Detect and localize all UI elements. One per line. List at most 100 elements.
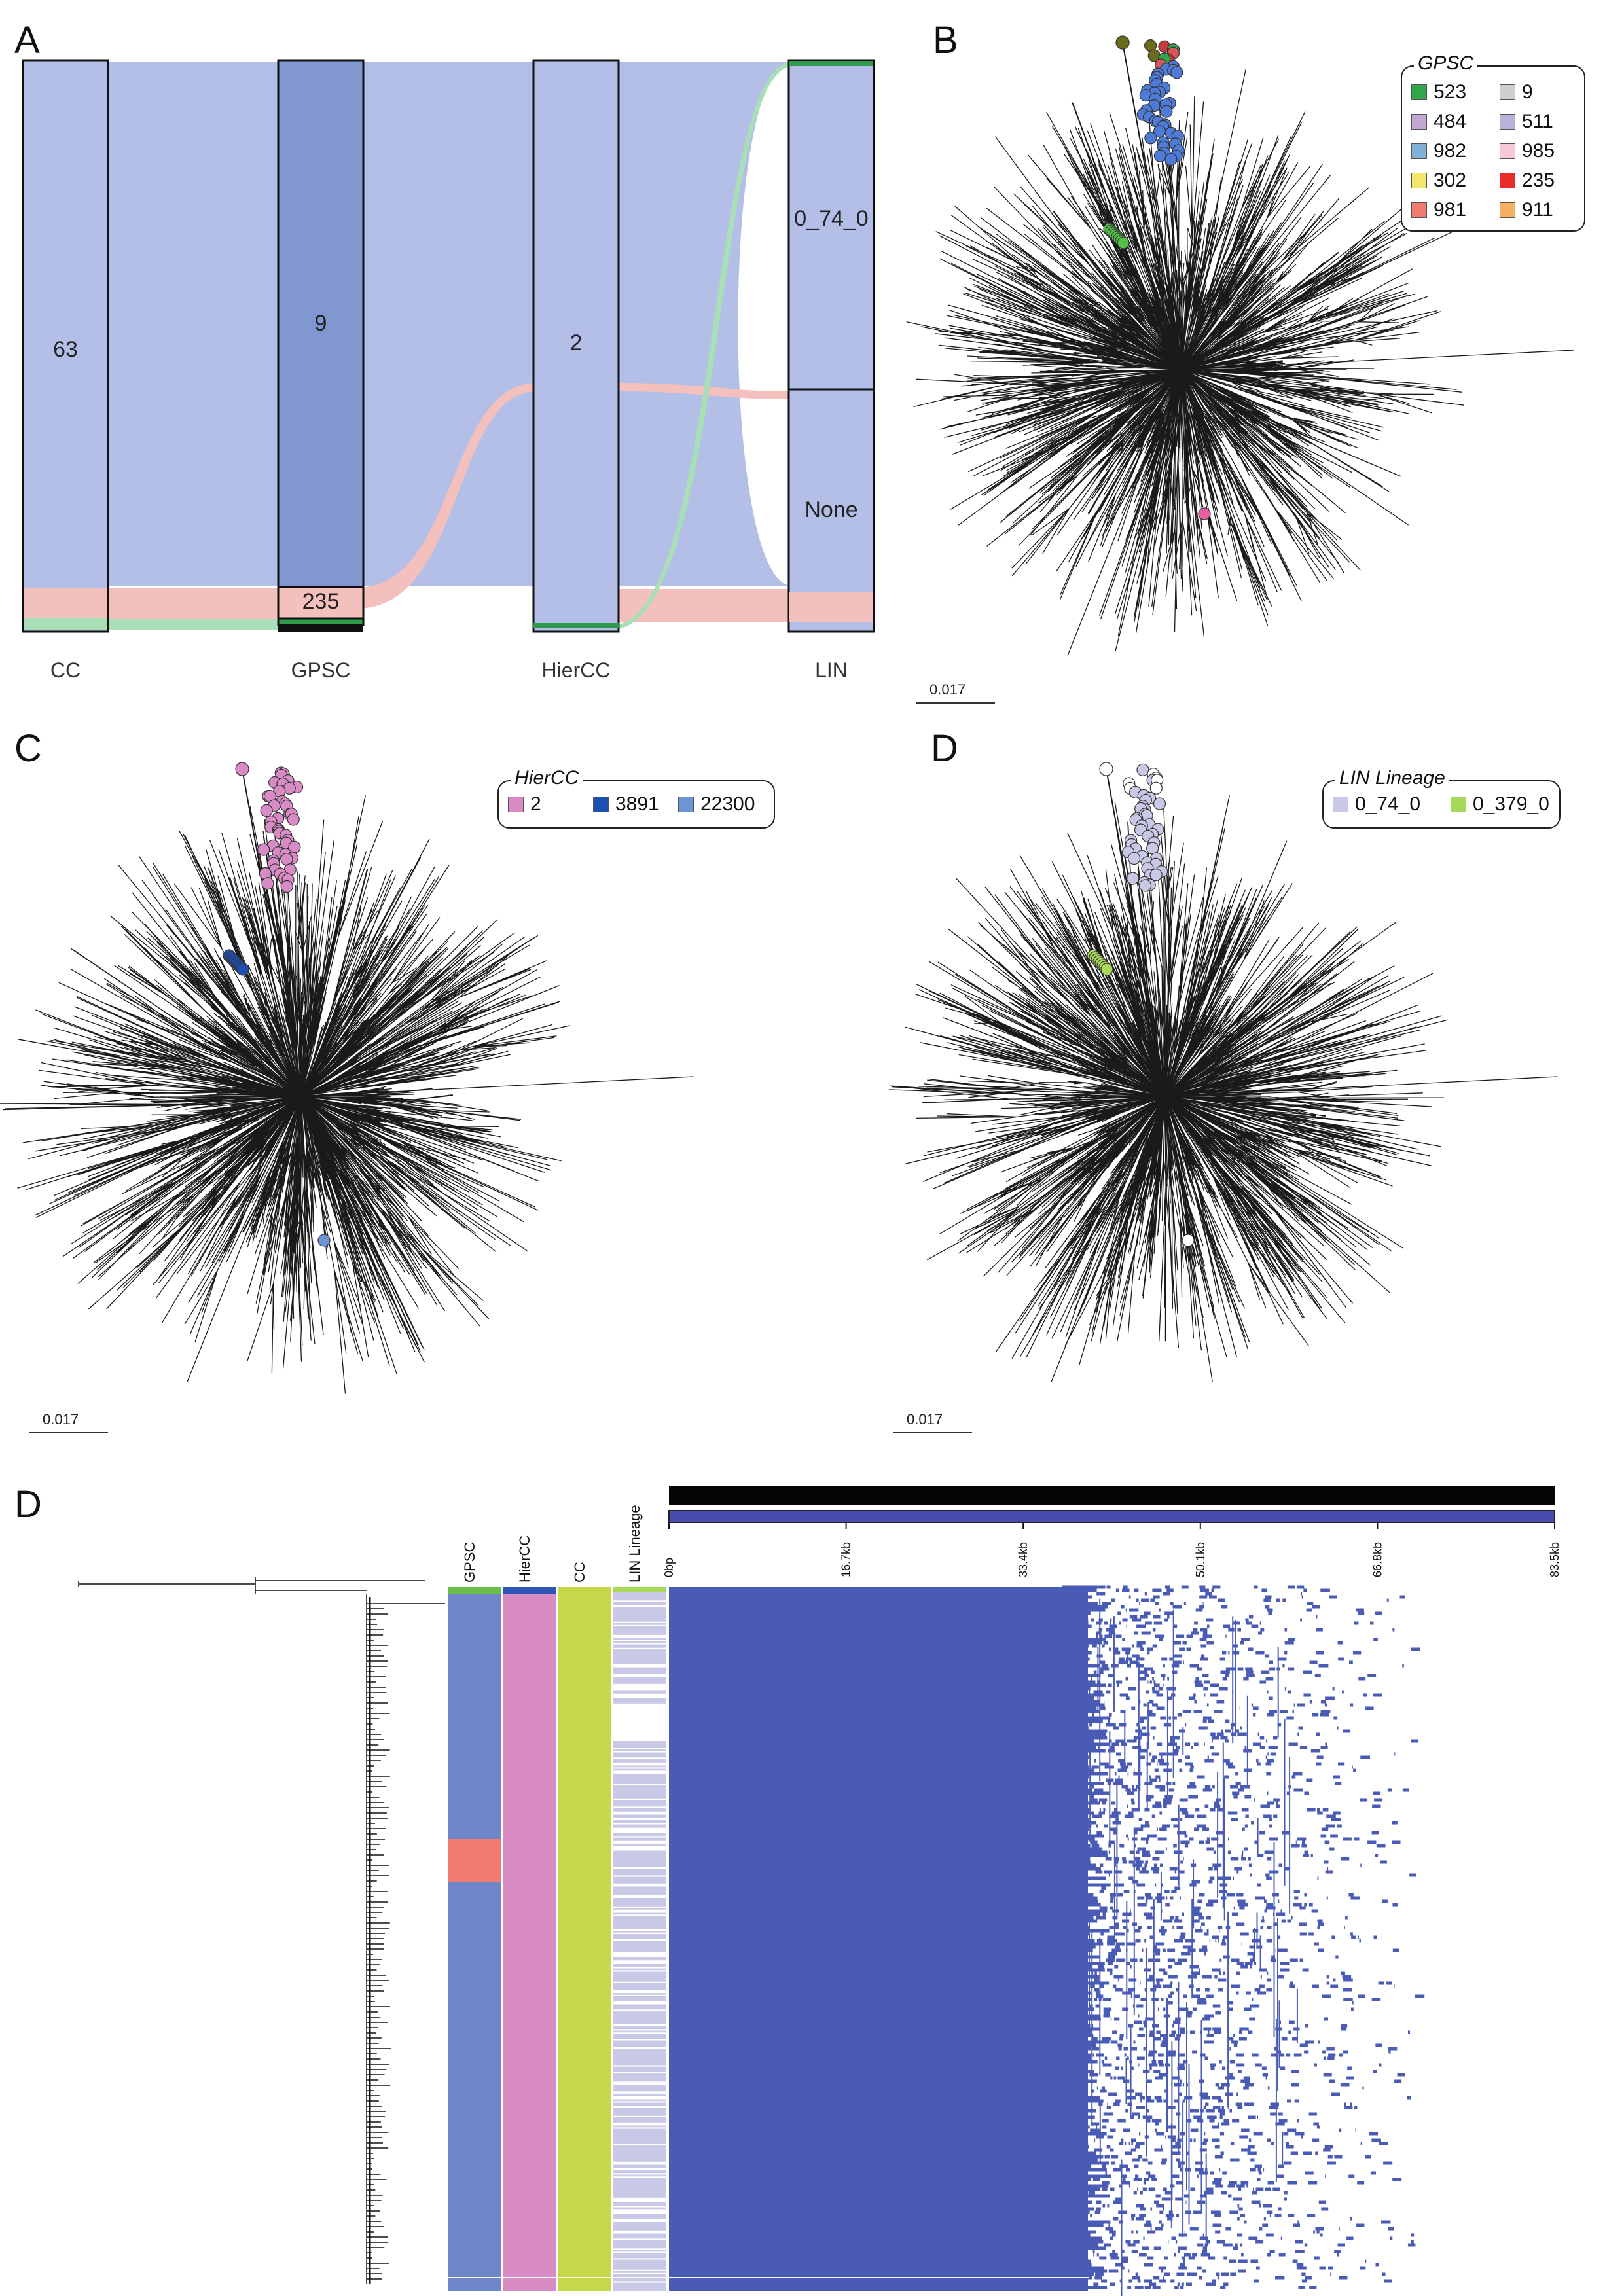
pangenome-heatmap: GPSC HierCC CC LIN Lineage 0bp 16.7kb 33.4kb 50… bbox=[78, 1486, 1561, 2296]
lin-cell bbox=[613, 1912, 666, 1915]
legend-item: 302 bbox=[1411, 170, 1466, 192]
legend-label: 511 bbox=[1522, 111, 1553, 132]
lin-cell bbox=[613, 2189, 666, 2191]
lin-cell bbox=[613, 2111, 666, 2113]
lin-cell bbox=[613, 2279, 666, 2282]
legend-item: 981 bbox=[1411, 199, 1466, 221]
lin-cell bbox=[613, 1998, 666, 2000]
lin-header-green bbox=[613, 1587, 666, 1592]
tree-branch bbox=[1106, 768, 1166, 1097]
lin-cell bbox=[613, 1905, 666, 1907]
lin-cell bbox=[613, 1973, 666, 1975]
panel-label-a: A bbox=[14, 19, 40, 62]
tree-branches bbox=[0, 795, 694, 1394]
lin-cell bbox=[613, 2075, 666, 2077]
lin-cell bbox=[613, 1934, 666, 1936]
lin-cell bbox=[613, 1607, 666, 1609]
lin-cell bbox=[613, 1790, 666, 1792]
lin-cell bbox=[613, 1886, 666, 1889]
lin-cell bbox=[613, 2191, 666, 2193]
sankey-block-lin-pink bbox=[789, 592, 873, 622]
lin-cell bbox=[613, 1931, 666, 1933]
lin-cell bbox=[613, 1777, 666, 1779]
lin-cell bbox=[613, 1778, 666, 1781]
lin-cell bbox=[613, 2099, 666, 2102]
scale-label: 0.017 bbox=[929, 681, 966, 698]
lin-cell bbox=[613, 2227, 666, 2229]
phylogenetic-tree-b bbox=[906, 35, 1574, 656]
lin-cell bbox=[613, 1814, 666, 1817]
lin-cell bbox=[613, 1903, 666, 1905]
scale-bar-d: 0.017 bbox=[893, 1411, 972, 1433]
lin-cell bbox=[613, 2166, 666, 2168]
lin-cell bbox=[613, 2085, 666, 2087]
lin-cell bbox=[613, 2135, 666, 2138]
legend-label: 302 bbox=[1434, 170, 1467, 191]
lin-cell bbox=[613, 1892, 666, 1893]
lin-cell bbox=[613, 1975, 666, 1977]
lin-cell bbox=[613, 1690, 666, 1693]
legend-item: 9 bbox=[1500, 81, 1533, 103]
lin-cell bbox=[613, 1983, 666, 1985]
lin-cell bbox=[613, 1788, 666, 1791]
lin-cell bbox=[613, 1937, 666, 1939]
lin-cell bbox=[613, 2052, 666, 2054]
lin-cell bbox=[613, 1816, 666, 1818]
lin-cell bbox=[613, 1834, 666, 1837]
legend-swatch bbox=[593, 797, 609, 812]
sankey-block-lin-bottom bbox=[787, 388, 875, 633]
metadata-column-cc bbox=[558, 1587, 611, 2291]
lin-cell bbox=[613, 2183, 666, 2185]
legend-title: GPSC bbox=[1414, 52, 1478, 75]
sankey-block-lin-top bbox=[787, 59, 875, 391]
lin-cell bbox=[613, 1761, 666, 1763]
lin-cell bbox=[613, 1644, 666, 1647]
sankey-label-hiercc: 2 bbox=[570, 331, 583, 355]
lin-cell bbox=[613, 1977, 666, 1979]
lin-cell bbox=[613, 2004, 666, 2007]
lin-cell bbox=[613, 2119, 666, 2121]
lin-cell bbox=[613, 1852, 666, 1854]
lin-cell bbox=[613, 1774, 666, 1776]
sankey-flow-main bbox=[357, 62, 560, 586]
lin-cell bbox=[613, 2040, 666, 2043]
lin-cell bbox=[613, 1741, 666, 1743]
sankey-block-cc bbox=[22, 59, 109, 633]
lin-cell bbox=[613, 2157, 666, 2159]
lin-cell bbox=[613, 2011, 666, 2013]
sankey-block-hiercc-green bbox=[533, 623, 619, 628]
accessory-genes bbox=[1062, 1585, 1425, 2289]
lin-cell bbox=[613, 1768, 666, 1771]
lin-cell bbox=[613, 1746, 666, 1748]
lin-cell bbox=[613, 2233, 666, 2236]
tree-tip-point bbox=[317, 1234, 331, 1247]
lin-cell bbox=[613, 1680, 666, 1683]
lin-cell bbox=[613, 2019, 666, 2021]
lin-cell bbox=[613, 2246, 666, 2249]
lin-cell bbox=[613, 1958, 666, 1961]
lin-cell bbox=[613, 1626, 666, 1628]
lin-cell bbox=[613, 1919, 666, 1922]
lin-cell bbox=[613, 1651, 666, 1653]
legend-hiercc: HierCC 2 3891 22300 bbox=[497, 767, 775, 829]
legend-swatch bbox=[1500, 173, 1515, 188]
tree-tip-point bbox=[1160, 105, 1173, 118]
lin-cell bbox=[613, 2207, 666, 2210]
lin-cell bbox=[613, 1659, 666, 1661]
lin-cell bbox=[613, 1928, 666, 1929]
lin-cell bbox=[613, 2253, 666, 2255]
lin-cell bbox=[613, 1996, 666, 1998]
metadata-column-lin bbox=[613, 1587, 666, 2291]
tree-tip-point bbox=[287, 813, 300, 826]
lin-cell bbox=[613, 1893, 666, 1895]
lin-cell bbox=[613, 2222, 666, 2224]
presence-matrix bbox=[669, 1585, 1425, 2296]
lin-cell bbox=[613, 2027, 666, 2030]
lin-cell bbox=[613, 2066, 666, 2069]
panel-label-d2: D bbox=[14, 1483, 42, 1526]
lin-cell bbox=[613, 2007, 666, 2010]
lin-cell bbox=[613, 2204, 666, 2206]
lin-cell bbox=[613, 1984, 666, 1987]
lin-cell bbox=[613, 1782, 666, 1784]
lin-cell bbox=[613, 2289, 666, 2291]
